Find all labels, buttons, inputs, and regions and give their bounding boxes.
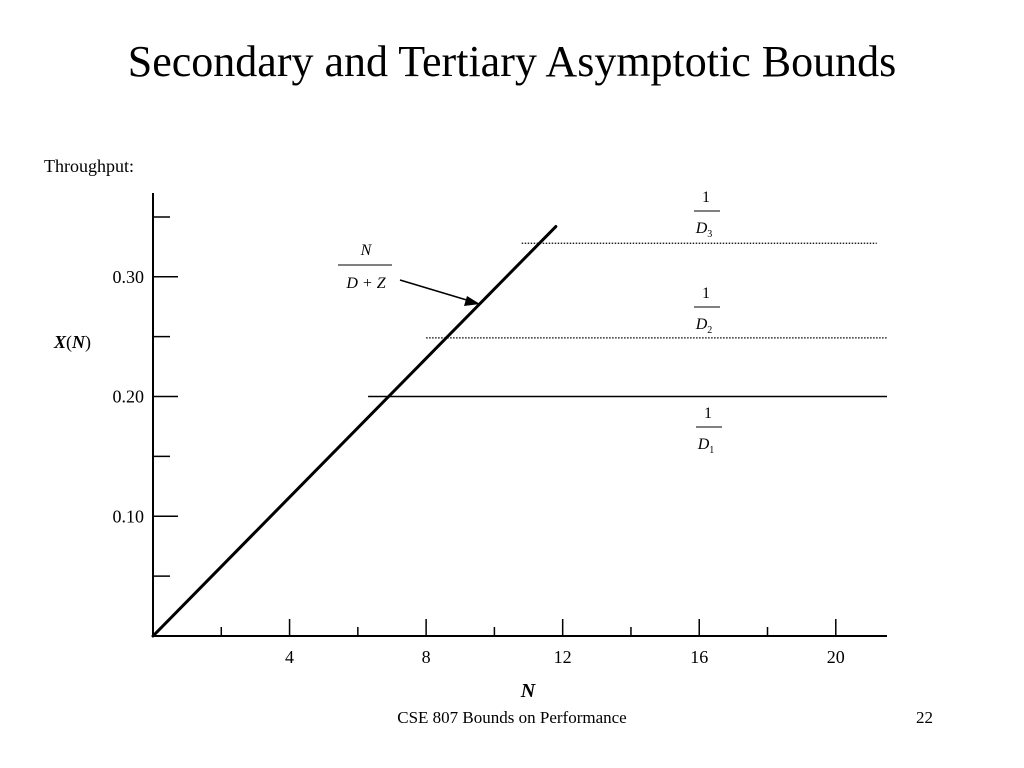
bound-label-d2-denominator: D2 [695,316,713,336]
x-tick-label: 12 [554,647,572,667]
y-caption: Throughput: [44,156,134,176]
y-axis-label-arg: N [71,332,86,352]
curve-label-arrowhead [464,296,480,306]
x-tick-label: 20 [827,647,845,667]
throughput-curve-label: N D + Z [338,242,480,306]
y-tick-label: 0.30 [113,267,145,287]
y-axis-label: X(N) [53,332,91,353]
x-tick-label: 4 [285,647,294,667]
slide-title: Secondary and Tertiary Asymptotic Bounds [127,37,897,86]
y-axis-label-main: X [53,332,67,352]
bound-label-d2: 1 D2 [694,285,720,336]
y-axis-label-close: ) [85,332,91,353]
bound-label-d1-numerator: 1 [704,405,712,422]
bound-label-d1-denominator: D1 [697,436,715,456]
page-number: 22 [916,708,933,727]
curve-label-arrow [399,279,471,302]
x-tick-label: 16 [690,647,708,667]
x-axis-label: N [520,680,537,702]
bound-label-d3-denominator: D3 [695,220,713,240]
bound-label-d3-numerator: 1 [702,189,710,206]
bound-label-d2-numerator: 1 [702,285,710,302]
curve-label-denominator: D + Z [345,275,386,292]
curve-label-numerator: N [360,242,373,259]
x-tick-label: 8 [422,647,431,667]
bound-label-d3: 1 D3 [694,189,720,240]
throughput-line-n-over-d-plus-z [151,225,558,638]
y-tick-label: 0.20 [113,387,145,407]
slide-footer: CSE 807 Bounds on Performance [397,708,627,727]
bound-label-d1: 1 D1 [696,405,722,456]
y-axis-label-open: ( [66,332,72,353]
y-tick-label: 0.10 [113,506,145,526]
